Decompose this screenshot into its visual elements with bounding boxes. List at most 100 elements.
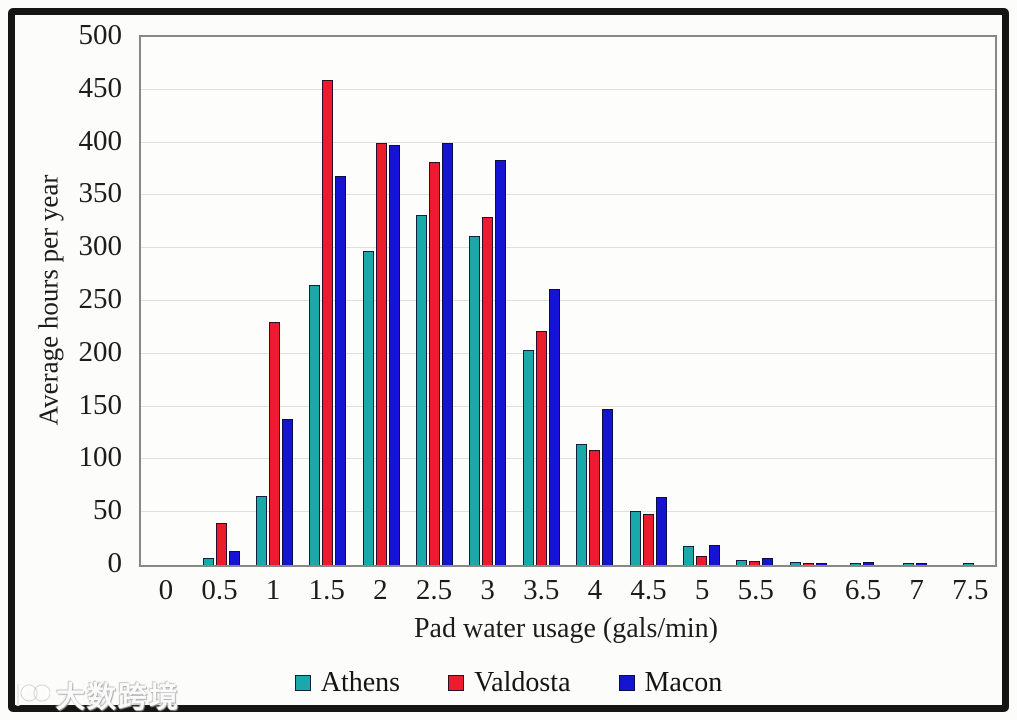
bar-groups [141,37,995,565]
bar-group-2.5 [408,37,461,565]
legend-swatch-macon [618,675,635,691]
bar-group-7.5 [942,37,995,565]
bar-macon-7 [915,562,927,565]
bar-athens-3.5 [522,349,534,565]
bar-macon-2 [388,144,400,565]
x-axis-tick-labels: 0 0.5 1 1.5 2 2.5 3 3.5 4 4.5 5 5.5 6 6.5 7 7.5 [139,574,997,607]
x-tick-label-5.5: 5.5 [737,574,774,606]
bar-valdosta-5 [695,555,707,565]
y-tick-label-50: 50 [93,494,122,527]
bar-valdosta-1.5 [322,80,334,565]
bar-macon-2.5 [442,142,454,565]
x-tick-label-0.5: 0.5 [201,574,238,606]
legend-label-athens: Athens [320,667,401,698]
y-tick-label-150: 150 [78,388,123,421]
x-tick-label-3.5: 3.5 [523,574,560,606]
x-tick-label-3: 3 [480,574,495,606]
bar-group-0 [141,37,194,565]
x-tick-label-2.5: 2.5 [415,574,453,606]
bar-athens-2 [362,251,374,565]
x-tick-label-7: 7 [909,574,924,606]
bar-group-3 [461,37,514,565]
legend-swatch-athens [294,675,311,691]
bar-athens-1.5 [309,285,321,565]
bar-macon-1.5 [335,176,347,565]
bar-valdosta-4 [589,449,601,565]
bar-valdosta-0.5 [215,522,227,565]
x-tick-label-1.5: 1.5 [308,574,345,606]
y-tick-label-450: 450 [78,71,123,104]
bar-group-3.5 [515,37,568,565]
bar-group-4.5 [621,37,674,565]
bar-group-2 [355,37,408,565]
bar-macon-3 [495,159,507,565]
bar-valdosta-3.5 [535,330,547,565]
legend-label-valdosta: Valdosta [474,667,571,698]
legend-label-macon: Macon [644,667,723,698]
bar-macon-4 [602,408,614,565]
x-tick-label-6.5: 6.5 [844,574,882,606]
x-tick-label-1: 1 [265,574,281,606]
gridline-200 [141,352,995,354]
bar-group-6 [782,37,835,565]
bar-group-4 [568,37,621,565]
gridline-350 [141,194,995,196]
gridline-50 [141,511,995,513]
x-tick-label-0: 0 [158,574,174,606]
x-tick-label-6: 6 [802,574,817,606]
legend-item-macon: Macon [618,667,723,699]
bar-macon-5 [708,544,720,565]
gridline-400 [141,141,995,143]
bar-macon-1 [281,419,293,565]
y-tick-label-100: 100 [78,441,123,474]
bar-athens-6 [789,561,801,565]
gridline-300 [141,247,995,249]
bar-group-7 [888,37,941,565]
x-tick-label-7.5: 7.5 [952,574,989,606]
y-tick-label-350: 350 [78,177,123,210]
bar-athens-1 [255,496,267,565]
legend-item-valdosta: Valdosta [448,667,571,699]
plot-area [139,35,997,567]
legend-item-athens: Athens [294,667,401,699]
bar-athens-0.5 [202,557,214,565]
bar-group-5.5 [728,37,781,565]
y-tick-label-200: 200 [78,335,123,368]
bar-valdosta-5.5 [749,560,761,565]
gridline-150 [141,405,995,407]
bar-athens-5 [682,546,694,565]
bar-group-1 [248,37,301,565]
bar-athens-4.5 [629,511,641,565]
y-tick-label-400: 400 [78,124,123,157]
bar-valdosta-6 [802,562,814,565]
bar-macon-0.5 [228,551,240,565]
bar-group-1.5 [301,37,354,565]
bar-valdosta-2 [375,142,387,565]
bar-valdosta-1 [268,322,280,565]
bar-athens-6.5 [849,562,861,565]
bar-macon-5.5 [762,557,774,565]
bar-athens-7.5 [962,562,974,565]
y-tick-label-250: 250 [78,283,123,315]
gridline-450 [141,88,995,90]
bar-athens-2.5 [416,215,428,565]
y-tick-label-300: 300 [78,230,123,263]
x-tick-label-2: 2 [373,574,388,606]
legend-swatch-valdosta [448,675,465,691]
gridline-100 [141,458,995,460]
bar-group-0.5 [194,37,247,565]
chart-legend: Athens Valdosta Macon [0,667,1017,699]
bar-athens-7 [902,562,914,565]
bar-macon-6.5 [862,561,874,565]
x-tick-label-4: 4 [587,574,603,606]
x-tick-label-5: 5 [694,574,710,606]
y-tick-label-0: 0 [107,547,123,579]
bar-group-5 [675,37,728,565]
bar-macon-6 [815,562,827,565]
bar-valdosta-4.5 [642,514,654,565]
bar-valdosta-2.5 [429,161,441,565]
bar-valdosta-3 [482,216,494,565]
bar-macon-3.5 [548,289,560,565]
bar-group-6.5 [835,37,888,565]
